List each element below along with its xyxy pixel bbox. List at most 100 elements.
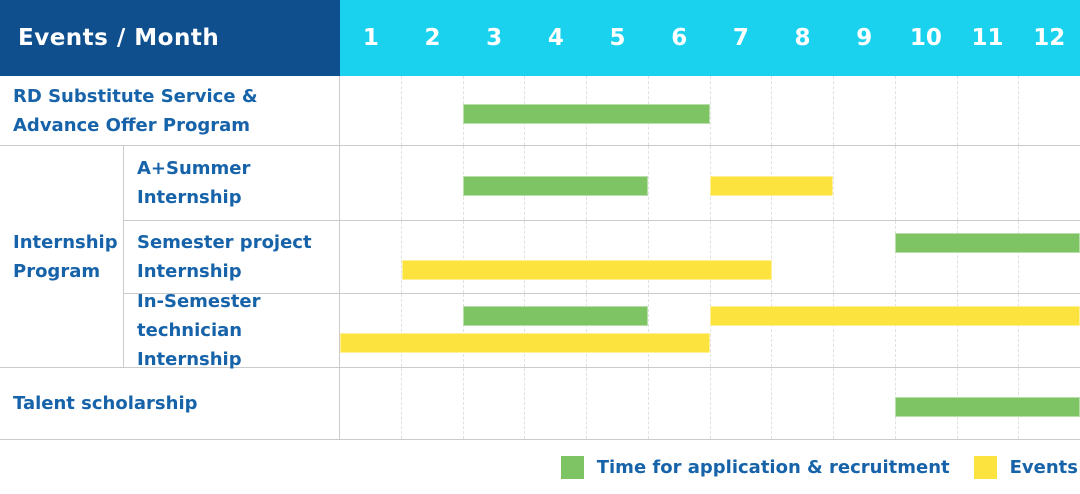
month-label: 10 <box>909 25 942 51</box>
chart-area-semester-project-internship <box>340 221 1080 293</box>
row-label-line: In-Semester <box>137 291 261 312</box>
row-label-line: technician Internship <box>137 320 243 370</box>
row-label-semester-project-internship: Semester project Internship <box>124 221 340 293</box>
gantt-bar-application <box>463 103 710 124</box>
month-gridline <box>956 146 1019 221</box>
month-label: 12 <box>1033 25 1066 51</box>
month-gridline <box>586 294 648 367</box>
month-gridline <box>894 221 957 293</box>
month-gridline <box>400 368 463 439</box>
chart-area-in-semester-technician-internship <box>340 294 1080 367</box>
month-gridline <box>956 76 1019 145</box>
month-gridline <box>894 294 957 367</box>
month-label: 8 <box>794 25 811 51</box>
month-gridline <box>524 368 586 439</box>
row-a-plus-summer-internship: A+Summer Internship <box>124 146 1080 222</box>
legend-label-application: Time for application & recruitment <box>596 456 950 478</box>
chart-area-rd-substitute-service <box>340 76 1080 145</box>
header-title: Events / Month <box>18 25 220 51</box>
gantt-bar-events <box>710 176 834 197</box>
month-gridline <box>462 146 525 221</box>
month-gridline <box>771 76 833 145</box>
month-gridline <box>771 221 833 293</box>
row-label-a-plus-summer-internship: A+Summer Internship <box>124 146 340 221</box>
legend-item-application: Time for application & recruitment <box>560 455 950 479</box>
month-gridline <box>771 294 833 367</box>
month-gridline <box>833 294 895 367</box>
row-semester-project-internship: Semester project Internship <box>124 221 1080 294</box>
events-month-header-cell: Events / Month <box>0 0 340 76</box>
gantt-bar-application <box>895 233 1080 254</box>
month-gridline <box>956 294 1019 367</box>
month-gridline <box>647 221 710 293</box>
month-gridline <box>462 76 525 145</box>
month-label: 9 <box>856 25 873 51</box>
month-gridline <box>1018 221 1080 293</box>
gantt-bar-events <box>401 260 772 281</box>
group-subrows: A+Summer Internship Semester project Int… <box>124 146 1080 370</box>
gantt-bar-application <box>463 306 649 326</box>
month-label: 11 <box>971 25 1004 51</box>
month-gridline <box>647 294 710 367</box>
month-gridline <box>462 221 525 293</box>
month-gridline <box>709 76 772 145</box>
month-gridline <box>833 368 895 439</box>
gantt-bar-application <box>895 396 1080 417</box>
row-label-talent-scholarship: Talent scholarship <box>0 368 340 439</box>
month-label: 1 <box>362 25 379 51</box>
month-gridline <box>400 221 463 293</box>
month-gridline <box>647 368 710 439</box>
row-label-line: RD Substitute Service & <box>13 85 258 107</box>
month-gridline <box>340 221 401 293</box>
month-header-row: 1 2 3 4 5 6 7 8 9 10 11 12 <box>340 0 1080 76</box>
month-gridline <box>647 146 710 221</box>
month-gridline <box>894 76 957 145</box>
gantt-bar-events <box>340 333 710 353</box>
month-gridline <box>833 76 895 145</box>
month-gridline <box>340 146 401 220</box>
gantt-bar-events <box>710 306 1080 326</box>
month-gridline <box>524 221 586 293</box>
month-label: 3 <box>486 25 503 51</box>
month-gridline <box>709 368 772 439</box>
group-label-line: Program <box>13 260 101 282</box>
group-label-line: Internship <box>13 231 118 253</box>
row-label-line: A+Summer <box>137 158 251 180</box>
month-gridline <box>340 368 401 439</box>
legend-item-events: Events <box>973 455 1078 479</box>
month-gridline <box>709 294 772 367</box>
row-label-in-semester-technician-internship: In-Semester technician Internship <box>124 291 340 370</box>
legend-label-events: Events <box>1009 456 1078 478</box>
month-gridline <box>709 146 772 221</box>
month-gridline <box>400 146 463 221</box>
legend-swatch-application <box>560 455 584 479</box>
month-label: 7 <box>732 25 749 51</box>
chart-area-talent-scholarship <box>340 368 1080 439</box>
month-gridline <box>1018 76 1080 145</box>
header-row: Events / Month 1 2 3 4 5 6 7 8 9 10 11 12 <box>0 0 1080 76</box>
row-label-line: Internship <box>137 261 242 283</box>
month-gridline <box>956 221 1019 293</box>
month-label: 4 <box>547 25 564 51</box>
row-label-line: Semester project <box>137 232 312 254</box>
row-label-rd-substitute-service: RD Substitute Service & Advance Offer Pr… <box>0 76 340 145</box>
month-gridline <box>400 294 463 367</box>
month-gridline <box>1018 146 1080 221</box>
month-label: 6 <box>671 25 688 51</box>
month-gridline <box>340 76 401 145</box>
month-gridline <box>586 221 648 293</box>
group-label-internship-program: Internship Program <box>0 146 124 367</box>
month-gridline <box>771 368 833 439</box>
row-in-semester-technician-internship: In-Semester technician Internship <box>124 291 1080 370</box>
month-label: 5 <box>609 25 626 51</box>
row-label-line: Advance Offer Program <box>13 114 250 136</box>
row-rd-substitute-service: RD Substitute Service & Advance Offer Pr… <box>0 76 1080 146</box>
row-label-line: Internship <box>137 187 242 209</box>
legend-swatch-events <box>973 455 997 479</box>
legend: Time for application & recruitment Events <box>0 440 1080 494</box>
chart-area-a-plus-summer-internship <box>340 146 1080 221</box>
month-gridline <box>1018 294 1080 367</box>
row-group-internship-program: Internship Program A+Summer Internship S… <box>0 146 1080 370</box>
gantt-bar-application <box>463 176 649 197</box>
month-gridline <box>340 294 401 367</box>
